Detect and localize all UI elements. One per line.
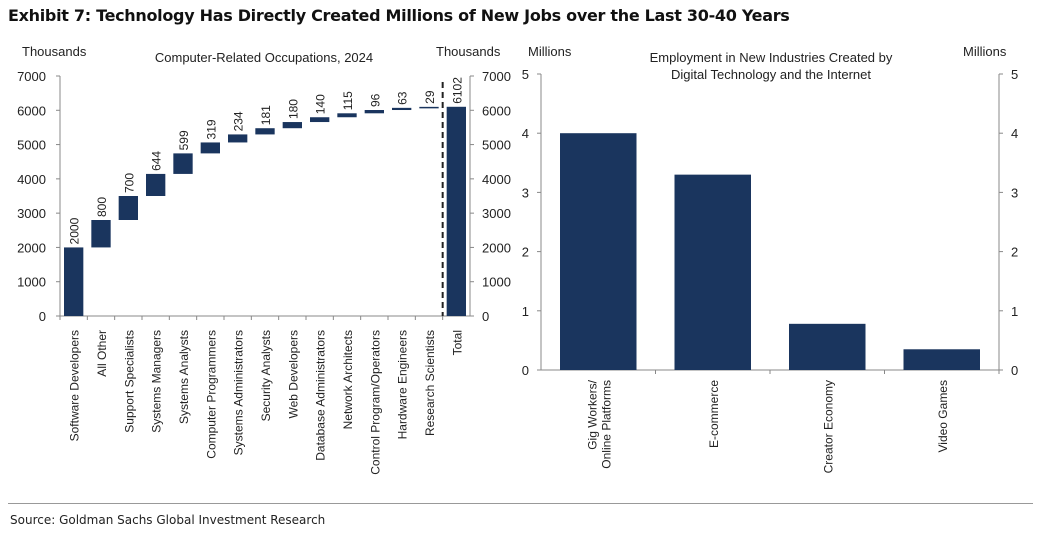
- y-tick-label-left: 5000: [17, 138, 46, 153]
- left-axis-unit: Thousands: [22, 44, 87, 59]
- y-tick-label-right: 5: [1011, 67, 1018, 82]
- y-tick-label-right: 2: [1011, 245, 1018, 260]
- data-label: 800: [95, 197, 109, 217]
- source-note: Source: Goldman Sachs Global Investment …: [10, 513, 326, 527]
- bar-5: [200, 142, 220, 154]
- y-tick-label-right: 3000: [482, 206, 511, 221]
- category-label: Video Games: [936, 380, 950, 453]
- category-label: Online Platforms: [599, 380, 613, 469]
- chart-title: Employment in New Industries Created by: [650, 50, 893, 65]
- bar-0: [560, 133, 637, 370]
- bar-9: [310, 117, 330, 123]
- y-tick-label-left: 3: [522, 185, 529, 200]
- category-label: Web Developers: [286, 330, 300, 419]
- bar-2: [789, 323, 866, 370]
- y-tick-label-left: 4000: [17, 172, 46, 187]
- data-label: 2000: [68, 217, 82, 244]
- data-label: 6102: [450, 77, 464, 104]
- y-tick-label-left: 0: [39, 309, 46, 324]
- bar-11: [364, 110, 384, 114]
- category-label: Software Developers: [68, 330, 82, 441]
- data-label: 180: [286, 99, 300, 119]
- bar-13: [419, 106, 439, 109]
- bar-7: [255, 128, 275, 135]
- category-label: Hardware Engineers: [396, 330, 410, 439]
- y-tick-label-right: 3: [1011, 185, 1018, 200]
- category-label: Total: [450, 330, 464, 355]
- category-label: Security Analysts: [259, 330, 273, 421]
- right-axis-unit: Thousands: [436, 44, 501, 59]
- data-label: 63: [396, 91, 410, 105]
- y-tick-label-left: 1: [522, 304, 529, 319]
- category-label: E-commerce: [707, 380, 721, 448]
- y-tick-label-right: 2000: [482, 240, 511, 255]
- bar-8: [282, 122, 302, 129]
- y-tick-label-left: 7000: [17, 69, 46, 84]
- bar-3: [903, 349, 980, 370]
- y-tick-label-right: 5000: [482, 138, 511, 153]
- y-tick-label-right: 1: [1011, 304, 1018, 319]
- right-axis-unit: Millions: [963, 44, 1007, 59]
- y-tick-label-left: 6000: [17, 103, 46, 118]
- category-label: Creator Economy: [821, 380, 835, 473]
- data-label: 319: [204, 119, 218, 139]
- divider: [8, 503, 1033, 504]
- y-tick-label-right: 4000: [482, 172, 511, 187]
- bar-0: [64, 247, 84, 316]
- category-label: Control Program/Operators: [368, 330, 382, 475]
- chart-title: Computer-Related Occupations, 2024: [155, 50, 373, 65]
- bar-3: [146, 173, 166, 196]
- y-tick-label-right: 6000: [482, 103, 511, 118]
- y-tick-label-left: 2: [522, 245, 529, 260]
- data-label: 29: [423, 90, 437, 104]
- category-label: Systems Managers: [150, 330, 164, 433]
- left-axis-unit: Millions: [528, 44, 572, 59]
- y-tick-label-right: 0: [1011, 363, 1018, 378]
- y-tick-label-left: 3000: [17, 206, 46, 221]
- data-label: 599: [177, 130, 191, 150]
- data-label: 96: [368, 93, 382, 107]
- y-tick-label-right: 0: [482, 309, 489, 324]
- data-label: 140: [314, 94, 328, 114]
- data-label: 234: [232, 111, 246, 131]
- bar-12: [392, 107, 412, 111]
- y-tick-label-left: 4: [522, 126, 529, 141]
- y-tick-label-left: 1000: [17, 275, 46, 290]
- bar-1: [91, 220, 111, 248]
- data-label: 115: [341, 91, 355, 110]
- category-label: All Other: [95, 330, 109, 377]
- chart-title: Digital Technology and the Internet: [671, 67, 871, 82]
- y-tick-label-left: 0: [522, 363, 529, 378]
- data-label: 700: [122, 173, 136, 193]
- category-label: Database Administrators: [314, 330, 328, 461]
- category-label: Research Scientists: [423, 330, 437, 436]
- y-tick-label-right: 4: [1011, 126, 1018, 141]
- exhibit-title: Exhibit 7: Technology Has Directly Creat…: [8, 6, 790, 25]
- bar-6: [228, 134, 248, 143]
- data-label: 644: [150, 151, 164, 171]
- bar-1: [674, 174, 751, 370]
- category-label: Systems Administrators: [232, 330, 246, 455]
- data-label: 181: [259, 105, 273, 125]
- y-tick-label-left: 5: [522, 67, 529, 82]
- category-label: Systems Analysts: [177, 330, 191, 424]
- category-label: Network Architects: [341, 330, 355, 429]
- category-label: Support Specialists: [122, 330, 136, 433]
- y-tick-label-left: 2000: [17, 240, 46, 255]
- category-label: Gig Workers/: [585, 379, 599, 449]
- y-tick-label-right: 1000: [482, 275, 511, 290]
- bar-10: [337, 113, 357, 118]
- bar-2: [118, 196, 138, 220]
- bar-4: [173, 153, 193, 174]
- category-label: Computer Programmers: [204, 330, 218, 459]
- bar-14: [446, 106, 466, 316]
- y-tick-label-right: 7000: [482, 69, 511, 84]
